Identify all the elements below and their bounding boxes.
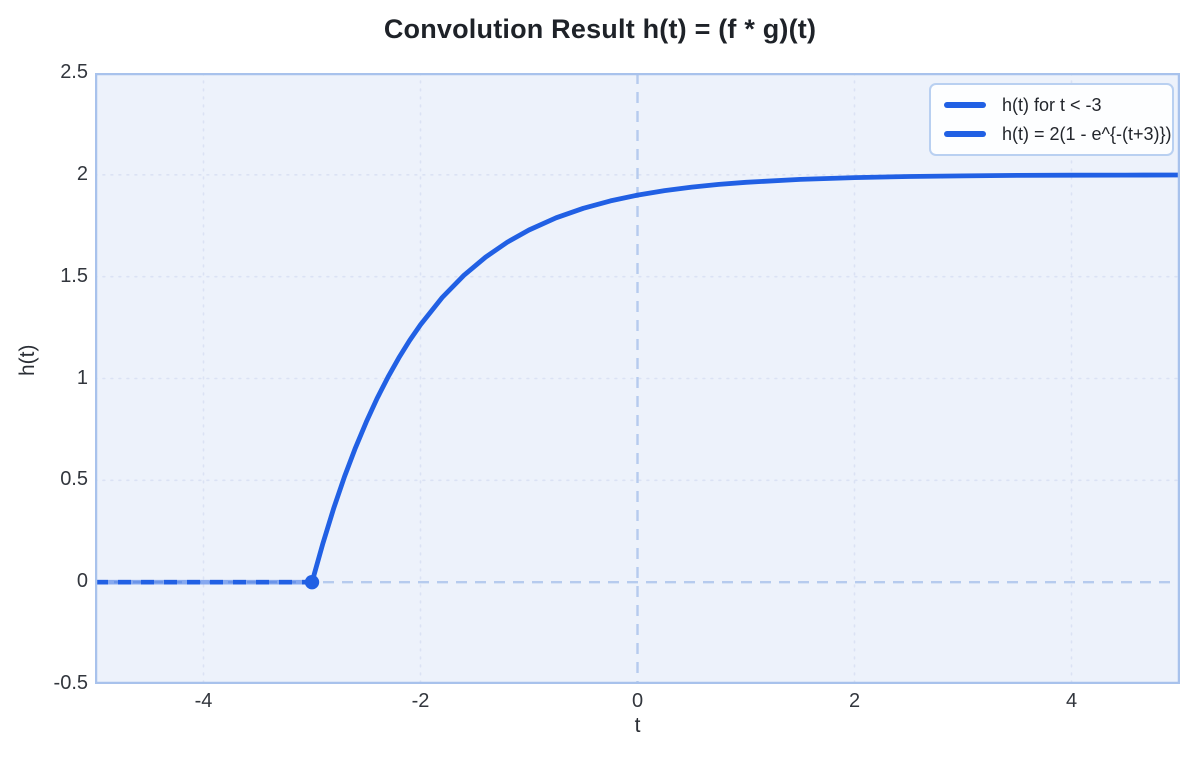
y-tick-label: 1.5 — [60, 264, 88, 287]
x-tick-label: 0 — [631, 690, 644, 712]
plot-frame — [95, 73, 1180, 684]
y-tick-label: 0 — [76, 570, 88, 593]
legend: h(t) for t < -3 h(t) = 2(1 - e^{-(t+3)}) — [929, 83, 1174, 156]
y-tick-label: 1 — [76, 366, 88, 389]
x-tick-label: 4 — [1065, 690, 1078, 712]
x-tick-label: -2 — [411, 690, 430, 712]
x-axis-label: t — [634, 714, 641, 737]
legend-swatch-line — [944, 102, 986, 108]
plot-area — [95, 73, 1180, 684]
chart-title: Convolution Result h(t) = (f * g)(t) — [383, 14, 817, 44]
x-tick-label: -4 — [194, 690, 213, 712]
breakpoint-marker — [304, 574, 320, 590]
chart-canvas — [95, 73, 1180, 684]
y-tick-label: 2 — [76, 162, 88, 185]
y-tick-label: -0.5 — [53, 672, 88, 694]
legend-label: h(t) for t < -3 — [1002, 94, 1102, 115]
legend-label: h(t) = 2(1 - e^{-(t+3)}) — [1002, 123, 1172, 144]
y-tick-label: 0.5 — [60, 468, 88, 491]
x-tick-label: 2 — [848, 690, 861, 712]
curve-line — [309, 172, 1180, 585]
legend-entry: h(t) for t < -3 — [944, 94, 1158, 116]
y-tick-label: 2.5 — [60, 61, 88, 83]
legend-entry: h(t) = 2(1 - e^{-(t+3)}) — [944, 123, 1172, 145]
legend-swatch-line — [944, 131, 986, 137]
